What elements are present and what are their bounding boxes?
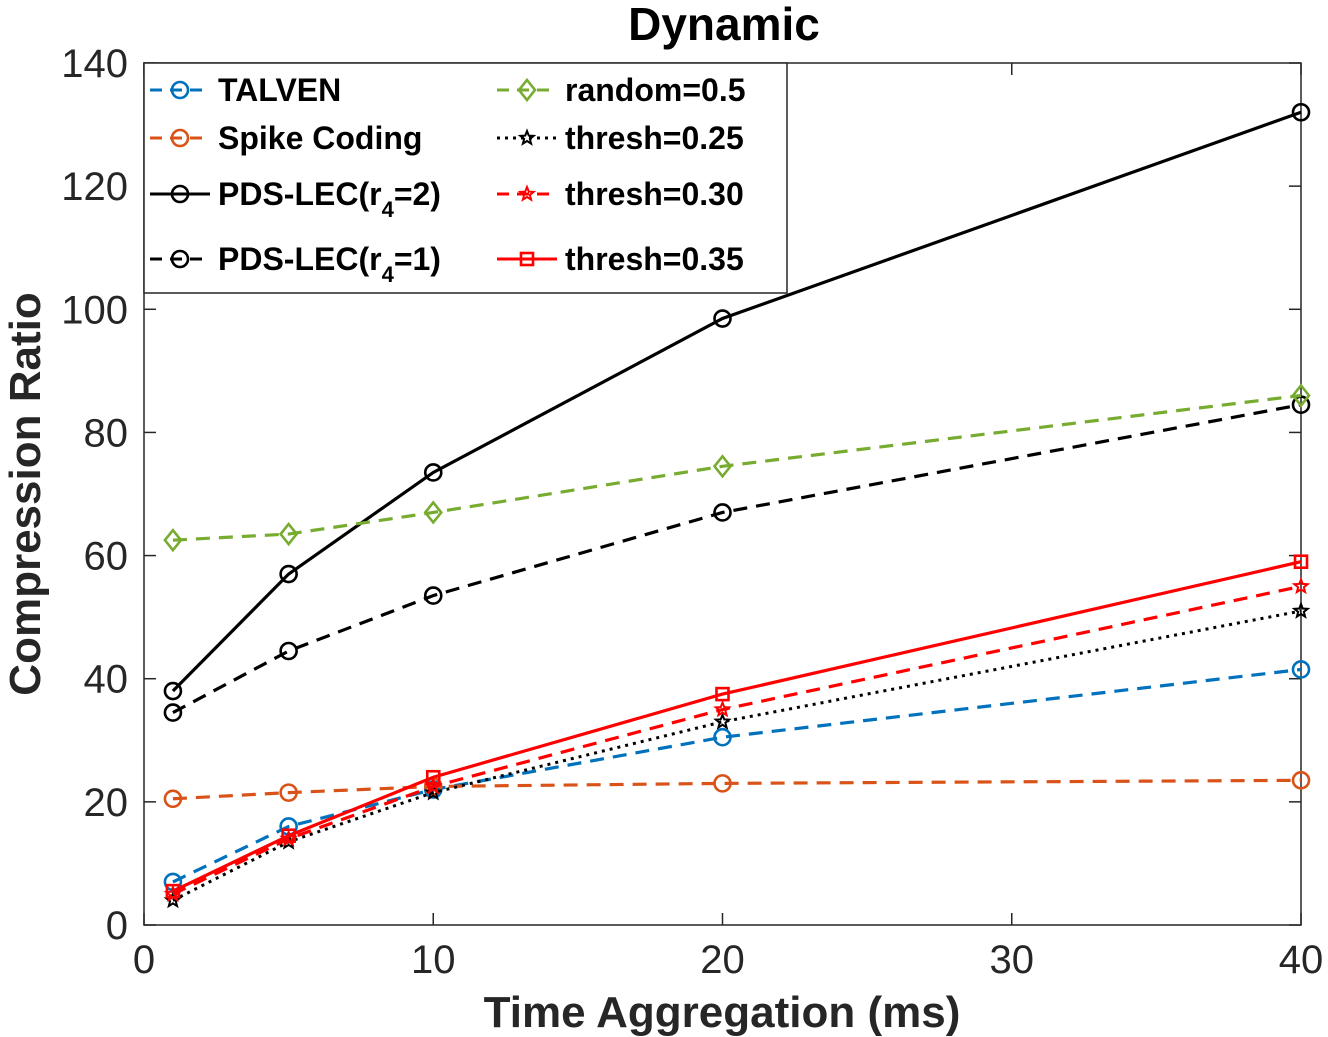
data-point bbox=[1293, 554, 1309, 570]
data-point bbox=[712, 454, 733, 479]
tick-labels: 0 10 20 30 40 0 20 40 60 80 100 120 140 bbox=[61, 42, 1323, 982]
data-point bbox=[425, 769, 441, 785]
data-point bbox=[279, 783, 298, 802]
chart-title: Dynamic bbox=[628, 0, 820, 50]
x-tick-label: 30 bbox=[990, 938, 1035, 982]
y-axis-label: Compression Ratio bbox=[1, 292, 50, 695]
legend-item: thresh=0.30 bbox=[497, 176, 744, 212]
x-tick-label: 10 bbox=[411, 938, 456, 982]
legend-swatch-marker bbox=[170, 184, 190, 204]
data-point bbox=[713, 712, 732, 730]
data-point bbox=[163, 681, 183, 701]
data-point bbox=[1291, 383, 1311, 408]
y-tick-label: 100 bbox=[61, 288, 128, 332]
data-point bbox=[165, 883, 181, 899]
data-point bbox=[279, 564, 298, 584]
series-line bbox=[172, 609, 1302, 902]
series-line bbox=[172, 403, 1302, 714]
legend-item: random=0.5 bbox=[497, 72, 746, 108]
legend-label: random=0.5 bbox=[565, 72, 746, 108]
data-point bbox=[1291, 771, 1311, 790]
series-6 bbox=[163, 576, 1311, 903]
series-line bbox=[172, 584, 1302, 896]
data-point bbox=[713, 727, 732, 747]
legend-swatch-marker bbox=[517, 184, 537, 202]
y-tick-label: 120 bbox=[61, 165, 128, 209]
y-tick-label: 60 bbox=[84, 535, 129, 579]
legend-swatch-marker bbox=[170, 249, 190, 269]
x-axis-label: Time Aggregation (ms) bbox=[484, 988, 961, 1037]
data-point bbox=[278, 521, 299, 547]
data-point bbox=[715, 686, 730, 702]
series-line bbox=[171, 110, 1302, 693]
legend-swatch-marker bbox=[170, 128, 190, 148]
data-point bbox=[1291, 576, 1311, 595]
y-tick-label: 40 bbox=[84, 658, 129, 702]
data-point bbox=[423, 463, 443, 482]
data-point bbox=[713, 699, 732, 718]
data-point bbox=[1291, 601, 1311, 619]
legend-box bbox=[143, 62, 788, 294]
series-3 bbox=[163, 395, 1311, 722]
legend-label: thresh=0.25 bbox=[565, 120, 744, 156]
series-line bbox=[172, 667, 1302, 884]
series-0 bbox=[163, 660, 1311, 892]
legend-swatch-marker bbox=[519, 251, 535, 267]
data-point bbox=[713, 503, 732, 522]
legend-label: Spike Coding bbox=[218, 120, 422, 156]
series-layer bbox=[163, 102, 1311, 909]
legend-swatch-marker bbox=[170, 80, 190, 100]
legend-item: PDS-LEC(r4=2) bbox=[150, 176, 441, 222]
legend-item: PDS-LEC(r4=1) bbox=[150, 241, 441, 287]
legend-item: thresh=0.25 bbox=[497, 120, 744, 156]
data-point bbox=[1291, 102, 1311, 122]
legend-item: TALVEN bbox=[150, 72, 341, 108]
series-line bbox=[172, 778, 1302, 801]
legend: TALVEN Spike Coding PDS-LEC(r4=2) PDS-LEC(r… bbox=[143, 62, 788, 294]
legend-label: TALVEN bbox=[218, 72, 341, 108]
legend-label: PDS-LEC(r4=1) bbox=[218, 241, 441, 287]
data-point bbox=[1291, 660, 1311, 679]
series-line bbox=[172, 393, 1302, 542]
x-tick-label: 0 bbox=[133, 938, 155, 982]
x-tick-label: 20 bbox=[700, 938, 745, 982]
y-tick-label: 140 bbox=[61, 42, 128, 86]
legend-swatch-marker bbox=[517, 77, 537, 103]
y-tick-label: 0 bbox=[106, 904, 128, 948]
data-point bbox=[423, 500, 443, 525]
series-7 bbox=[165, 554, 1309, 899]
legend-item: Spike Coding bbox=[150, 120, 422, 156]
legend-item: thresh=0.35 bbox=[497, 241, 744, 277]
legend-label: thresh=0.30 bbox=[565, 176, 744, 212]
data-point bbox=[163, 789, 183, 809]
data-point bbox=[163, 703, 183, 722]
data-point bbox=[713, 774, 732, 793]
legend-swatch-marker bbox=[517, 128, 537, 146]
series-line bbox=[172, 560, 1302, 893]
x-tick-label: 40 bbox=[1279, 938, 1324, 982]
data-point bbox=[423, 586, 443, 605]
series-5 bbox=[163, 601, 1311, 909]
y-tick-label: 20 bbox=[84, 781, 129, 825]
data-point bbox=[713, 309, 732, 328]
data-point bbox=[423, 782, 443, 801]
series-4 bbox=[163, 383, 1311, 553]
data-point bbox=[281, 828, 296, 844]
series-2 bbox=[163, 102, 1311, 701]
legend-label: PDS-LEC(r4=2) bbox=[218, 176, 441, 222]
data-point bbox=[279, 641, 298, 661]
series-1 bbox=[163, 771, 1311, 809]
legend-label: thresh=0.35 bbox=[565, 241, 744, 277]
y-tick-label: 80 bbox=[84, 411, 129, 455]
data-point bbox=[163, 528, 183, 553]
